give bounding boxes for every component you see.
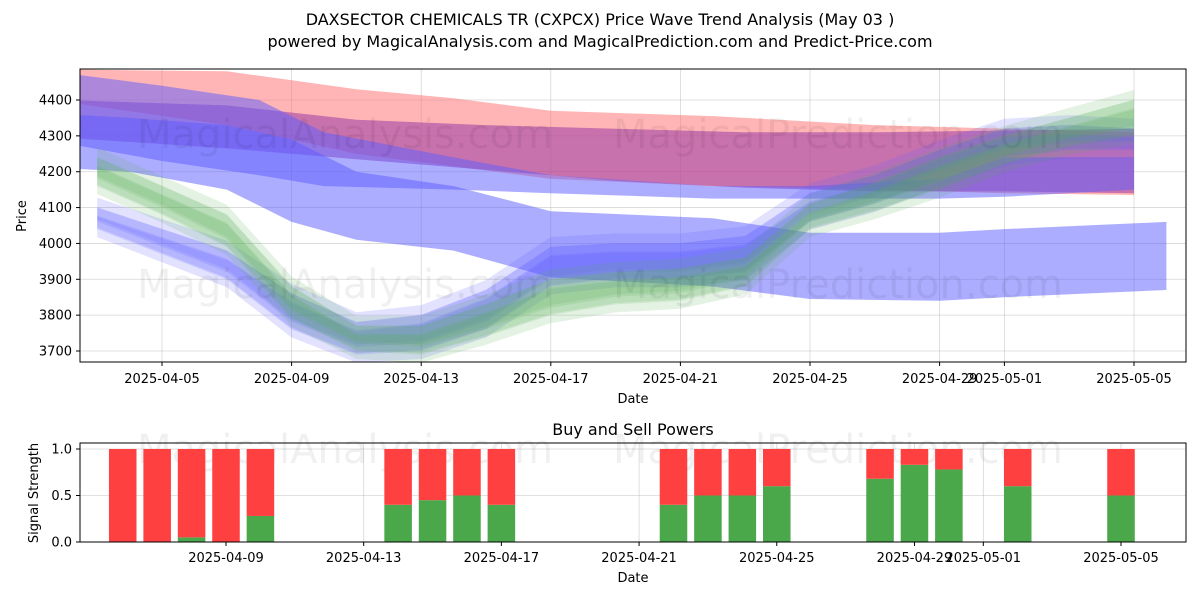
sell-bar xyxy=(384,449,412,505)
buy-bar xyxy=(1003,486,1032,542)
price-wave-band-green xyxy=(97,100,1135,355)
signal-bars xyxy=(108,449,1135,542)
sell-bar xyxy=(108,449,137,542)
price-band-blue xyxy=(80,115,1167,301)
signal-watermark: MagicalAnalysis.com xyxy=(137,427,553,473)
signal-y-tick-label: 1.0 xyxy=(51,443,72,458)
signal-y-axis-label: Signal Strength xyxy=(27,443,42,543)
price-x-tick-label: 2025-04-29 xyxy=(902,372,978,387)
price-x-ticks: 2025-04-05 2025-04-09 2025-04-13 2025-04-17… xyxy=(124,362,1172,387)
signal-y-ticks: 0.0 0.5 1.0 xyxy=(51,443,80,551)
chart-subtitle: powered by MagicalAnalysis.com and Magic… xyxy=(267,32,933,51)
sell-bar xyxy=(900,449,929,465)
price-watermark: MagicalPrediction.com xyxy=(613,112,1063,158)
price-y-tick-label: 3700 xyxy=(39,345,72,360)
price-x-tick-label: 2025-05-01 xyxy=(967,372,1043,387)
signal-x-tick-label: 2025-04-13 xyxy=(326,551,402,566)
buy-bar xyxy=(728,495,757,542)
price-wave-band-blue xyxy=(97,133,1134,362)
signal-x-tick-label: 2025-05-05 xyxy=(1083,551,1159,566)
price-wave-band-blue xyxy=(97,124,1135,347)
buy-bar xyxy=(935,469,963,542)
price-wave-band-blue xyxy=(97,115,1135,345)
price-x-tick-label: 2025-04-25 xyxy=(772,372,848,387)
price-wave-band-blue xyxy=(97,134,1135,354)
signal-y-tick-label: 0.0 xyxy=(51,536,72,551)
sell-bar xyxy=(1003,449,1032,487)
price-x-tick-label: 2025-04-21 xyxy=(643,372,719,387)
price-x-tick-label: 2025-04-13 xyxy=(383,372,459,387)
chart-title: DAXSECTOR CHEMICALS TR (CXPCX) Price Wav… xyxy=(305,10,895,29)
signal-x-tick-label: 2025-04-21 xyxy=(601,551,677,566)
price-watermark: MagicalPrediction.com xyxy=(613,262,1063,308)
price-y-tick-label: 4400 xyxy=(39,94,72,109)
buy-bar xyxy=(694,495,722,542)
sell-bar xyxy=(143,449,171,542)
sell-bar xyxy=(763,449,791,487)
price-band-purple xyxy=(80,100,1134,194)
signal-x-tick-label: 2025-04-29 xyxy=(877,551,953,566)
sell-bar xyxy=(866,449,894,479)
price-x-tick-label: 2025-04-17 xyxy=(513,372,589,387)
price-wave-band-green xyxy=(97,90,1135,345)
buy-bar xyxy=(453,495,481,542)
sell-bar xyxy=(728,449,757,496)
signal-x-axis-label: Date xyxy=(617,571,648,586)
sell-bar xyxy=(246,449,275,516)
price-x-tick-label: 2025-05-05 xyxy=(1096,372,1172,387)
price-y-tick-label: 4300 xyxy=(39,129,72,144)
sell-bar xyxy=(418,449,447,501)
signal-watermarks: MagicalAnalysis.com MagicalPrediction.com xyxy=(137,427,1063,473)
price-watermark: MagicalAnalysis.com xyxy=(137,262,553,308)
signal-x-ticks: 2025-04-09 2025-04-13 2025-04-17 2025-04-21… xyxy=(188,542,1159,566)
price-wave-band-blue xyxy=(97,125,1135,355)
price-x-axis-label: Date xyxy=(617,392,648,407)
signal-x-tick-label: 2025-04-09 xyxy=(188,551,264,566)
price-y-axis-label: Price xyxy=(15,200,30,232)
buy-bar xyxy=(1107,495,1135,542)
price-wave-band-green xyxy=(97,108,1134,362)
signal-chart-title: Buy and Sell Powers xyxy=(552,420,714,439)
buy-bar xyxy=(418,500,447,542)
signal-y-tick-label: 0.5 xyxy=(51,489,72,504)
buy-bar xyxy=(659,504,688,542)
buy-bar xyxy=(866,478,894,542)
sell-bar xyxy=(659,449,688,505)
sell-bar xyxy=(453,449,481,496)
price-y-ticks: 3700 3800 3900 4000 4100 4200 4300 4400 xyxy=(39,94,80,360)
price-y-tick-label: 3900 xyxy=(39,273,72,288)
buy-bar xyxy=(384,504,412,542)
price-axes-frame xyxy=(79,68,1187,363)
price-y-tick-label: 4000 xyxy=(39,237,72,252)
sell-bar xyxy=(212,449,240,542)
buy-bar xyxy=(487,504,516,542)
signal-watermark: MagicalPrediction.com xyxy=(613,427,1063,473)
buy-bar xyxy=(900,464,929,542)
sell-bar xyxy=(694,449,722,496)
price-wave-bands xyxy=(80,69,1167,362)
price-watermarks: MagicalAnalysis.com MagicalPrediction.com… xyxy=(137,112,1063,308)
signal-x-tick-label: 2025-05-01 xyxy=(946,551,1022,566)
price-x-tick-label: 2025-04-09 xyxy=(254,372,330,387)
sell-bar xyxy=(1107,449,1135,496)
buy-bar xyxy=(177,537,206,542)
price-y-tick-label: 3800 xyxy=(39,309,72,324)
signal-x-tick-label: 2025-04-25 xyxy=(739,551,815,566)
sell-bar xyxy=(487,449,516,505)
price-y-tick-label: 4100 xyxy=(39,201,72,216)
price-y-tick-label: 4200 xyxy=(39,165,72,180)
price-x-tick-label: 2025-04-05 xyxy=(124,372,200,387)
price-watermark: MagicalAnalysis.com xyxy=(137,112,553,158)
signal-axes-frame xyxy=(79,442,1187,543)
buy-bar xyxy=(246,515,275,542)
buy-bar xyxy=(763,486,791,542)
sell-bar xyxy=(935,449,963,470)
sell-bar xyxy=(177,449,206,538)
signal-x-tick-label: 2025-04-17 xyxy=(464,551,540,566)
